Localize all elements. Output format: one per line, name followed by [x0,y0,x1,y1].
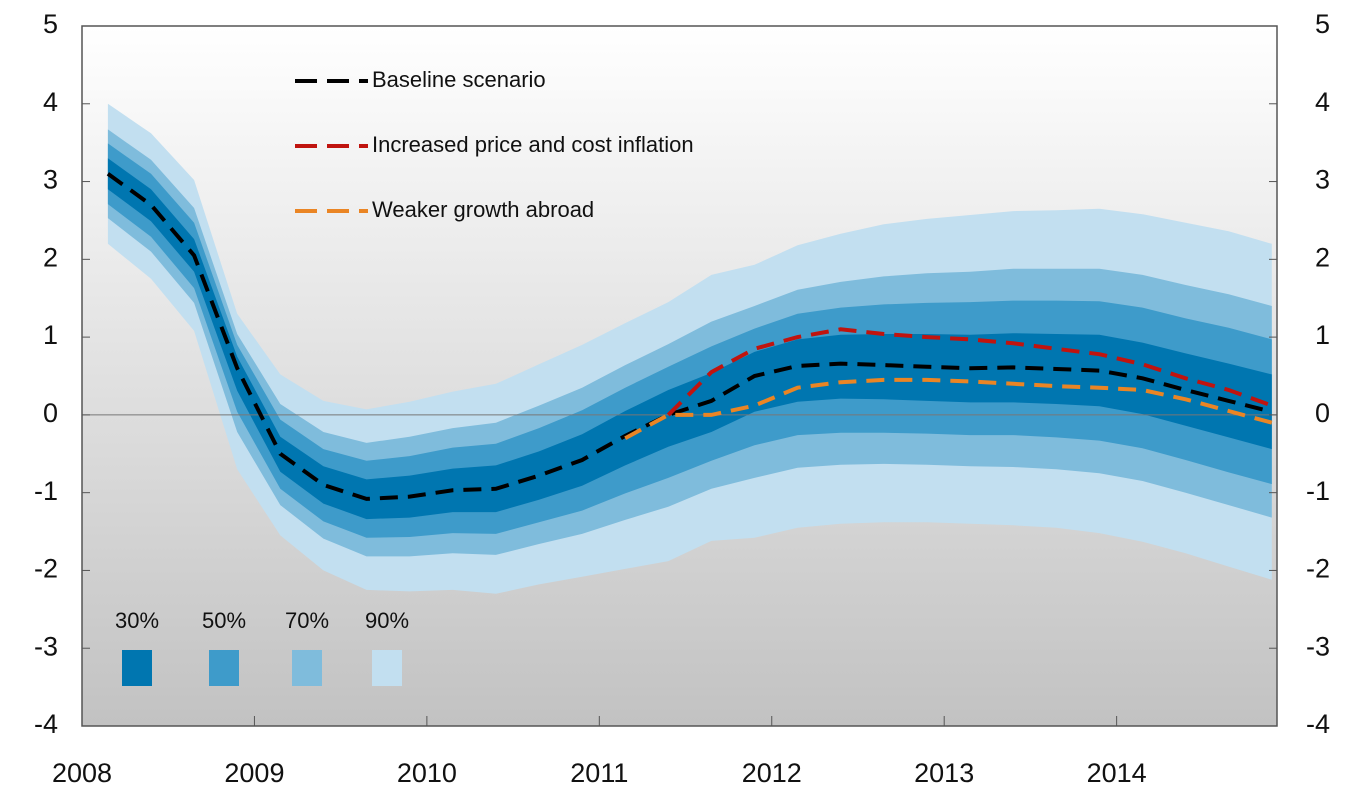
band-legend-swatch [292,650,322,686]
x-tick-label: 2013 [914,758,974,788]
y2-tick-label: 2 [1315,242,1330,272]
y2-tick-label: -2 [1306,554,1330,584]
y2-tick-label: 0 [1315,398,1330,428]
legend-label: Increased price and cost inflation [372,132,694,157]
fan-band [107,158,1272,520]
y-tick-label: -3 [34,631,58,661]
x-tick-label: 2009 [224,758,284,788]
y-tick-label: -1 [34,476,58,506]
scenario-line [666,327,1273,417]
y2-tick-label: 4 [1315,87,1330,117]
band-legend-swatch [372,650,402,686]
y-tick-label: 4 [43,87,58,117]
band-legend-swatch [122,650,152,686]
x-tick-label: 2012 [742,758,802,788]
y2-tick-label: -3 [1306,631,1330,661]
band-legend-swatch [209,650,239,686]
y-tick-label: 2 [43,242,58,272]
y-tick-label: 1 [43,320,58,350]
y2-tick-label: -4 [1306,709,1330,739]
y-tick-label: 0 [43,398,58,428]
fan-band [107,129,1272,557]
y-tick-label: 3 [43,165,58,195]
y2-tick-label: -1 [1306,476,1330,506]
marks [82,103,1277,594]
legend-label: Weaker growth abroad [372,197,594,222]
band-legend-label: 70% [285,608,329,633]
scenario-line [624,377,1273,440]
y-tick-label: -4 [34,709,58,739]
y2-tick-label: 1 [1315,320,1330,350]
band-legend-label: 30% [115,608,159,633]
plot-frame [81,25,1278,727]
band-legend-label: 50% [202,608,246,633]
band-legend-label: 90% [365,608,409,633]
y-tick-label: -2 [34,554,58,584]
y-tick-label: 5 [43,9,58,39]
y2-tick-label: 5 [1315,9,1330,39]
legend-label: Baseline scenario [372,67,546,92]
x-tick-label: 2010 [397,758,457,788]
y2-tick-label: 3 [1315,165,1330,195]
x-tick-label: 2014 [1087,758,1147,788]
x-tick-label: 2011 [570,758,628,788]
x-tick-label: 2008 [52,758,112,788]
